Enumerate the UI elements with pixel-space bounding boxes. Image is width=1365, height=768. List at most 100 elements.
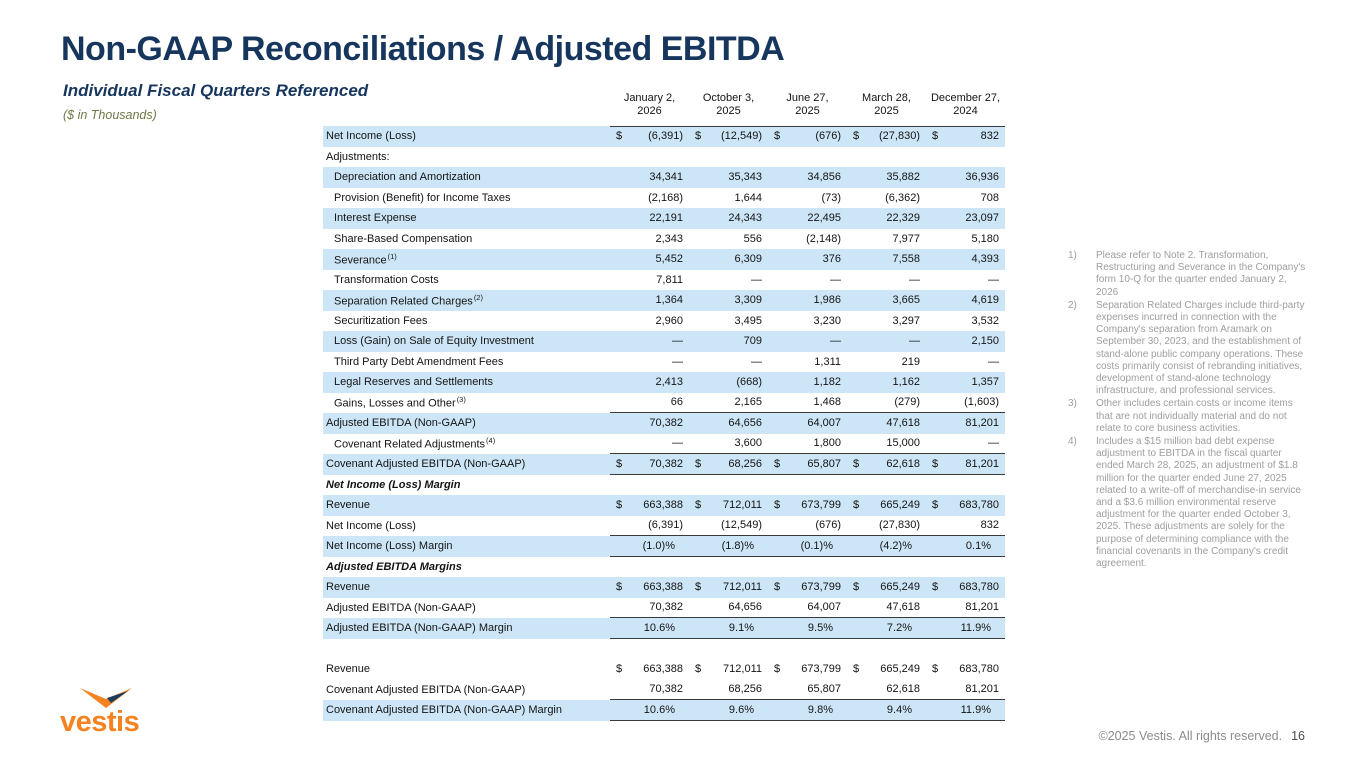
row-label: Net Income (Loss) Margin <box>326 540 453 553</box>
value-cell: 1,311 <box>814 355 841 368</box>
row-values <box>610 557 1005 578</box>
row-label: Adjusted EBITDA Margins <box>326 560 462 573</box>
value-cell: $ (6,391) <box>616 130 683 143</box>
value-cell: — <box>909 335 920 348</box>
value-cell: $663,388 <box>616 499 683 512</box>
table-header: January 2, 2026 October 3, 2025 June 27, 2025… <box>323 86 1005 127</box>
table-row: Interest Expense 22,191 24,343 22,495 22,329… <box>323 208 1005 229</box>
value-cell: 7,558 <box>892 253 920 266</box>
column-header: October 3, 2025 <box>702 91 755 117</box>
table-row: Share-Based Compensation 2,343 556 (2,148) 7… <box>323 229 1005 250</box>
value-cell: 708 <box>980 191 999 204</box>
value-cell: 4,619 <box>971 294 999 307</box>
dollar-sign: $ <box>932 457 939 470</box>
dollar-sign: $ <box>774 581 781 594</box>
value-cell: 1,800 <box>813 437 841 450</box>
value-cell <box>768 475 847 496</box>
value-cell: (12,549) <box>721 519 762 532</box>
value-cell: 81,201 <box>965 417 999 430</box>
footnote-number: 3) <box>1068 398 1077 410</box>
dollar-sign: $ <box>774 457 781 470</box>
table-body: Net Income (Loss) $ (6,391) $ (12,549) $ (676)… <box>323 126 1005 721</box>
row-values: 70,382 64,656 64,007 47,618 81,201 <box>610 598 1005 618</box>
footnote-number: 1) <box>1068 250 1077 261</box>
value-cell: — <box>830 335 841 348</box>
header-label-spacer <box>323 86 610 126</box>
row-values: 5,452 6,309 376 7,558 4,393 <box>610 249 1005 270</box>
vestis-logo: vestis <box>60 688 170 737</box>
table-row: Revenue $663,388 $712,011 $673,799 $665,249 $… <box>323 577 1005 598</box>
value-cell: 7,977 <box>892 232 920 245</box>
footnote: 4) Includes a $15 million bad debt expens… <box>1068 436 1308 570</box>
value-cell: $81,201 <box>932 457 999 470</box>
value-cell <box>926 475 1005 496</box>
value-cell: $712,011 <box>695 663 762 676</box>
value-cell: 22,495 <box>807 212 841 225</box>
row-label: Legal Reserves and Settlements <box>334 376 493 389</box>
value-cell: 70,382 <box>649 683 683 696</box>
value-cell: 9.4% <box>886 703 912 716</box>
table-row: Net Income (Loss) $ (6,391) $ (12,549) $ (676)… <box>323 126 1005 147</box>
table-row: Net Income (Loss) (6,391) (12,549) (676) (27… <box>323 516 1005 536</box>
value-cell: 22,191 <box>649 212 683 225</box>
value-cell: (279) <box>894 396 920 409</box>
column-header: January 2, 2026 <box>623 91 676 117</box>
value-cell: $70,382 <box>616 457 683 470</box>
value-cell: (6,391) <box>648 519 683 532</box>
value-cell: $663,388 <box>616 581 683 594</box>
value-cell: $65,807 <box>774 457 841 470</box>
row-values: — 709 — — 2,150 <box>610 331 1005 352</box>
value-cell: $683,780 <box>932 663 999 676</box>
value-cell: 1,644 <box>734 191 762 204</box>
value-cell: 24,343 <box>728 212 762 225</box>
table-row: Net Income (Loss) Margin (1.0)% (1.8)% (0.1… <box>323 536 1005 557</box>
value-cell: $ (12,549) <box>695 130 762 143</box>
row-values: (6,391) (12,549) (676) (27,830) 832 <box>610 516 1005 536</box>
table-row: Loss (Gain) on Sale of Equity Investment… <box>323 331 1005 352</box>
footer: ©2025 Vestis. All rights reserved. 16 <box>1098 729 1305 743</box>
table-row: Adjustments: <box>323 147 1005 168</box>
table-row: Legal Reserves and Settlements 2,413 (668)… <box>323 372 1005 393</box>
value-cell: 64,656 <box>728 601 762 614</box>
row-label: Depreciation and Amortization <box>334 171 481 184</box>
table-row: Covenant Adjusted EBITDA (Non-GAAP) $70,3… <box>323 454 1005 475</box>
row-values: 10.6% 9.6% 9.8% 9.4% 11.9% <box>610 700 1005 721</box>
row-label: Revenue <box>326 663 371 676</box>
row-values: 2,343 556 (2,148) 7,977 5,180 <box>610 229 1005 250</box>
row-label: Revenue <box>326 581 371 594</box>
dollar-sign: $ <box>853 663 860 676</box>
value-cell: 34,341 <box>649 171 683 184</box>
dollar-sign: $ <box>774 499 781 512</box>
value-cell: 10.6% <box>643 621 675 634</box>
table-row: Adjusted EBITDA Margins <box>323 557 1005 578</box>
value-cell: 3,495 <box>734 314 762 327</box>
table-row: Covenant Adjusted EBITDA (Non-GAAP) Marg… <box>323 700 1005 721</box>
value-cell: (2,168) <box>648 191 683 204</box>
row-label: Loss (Gain) on Sale of Equity Investment <box>334 335 534 348</box>
value-cell: 3,309 <box>734 294 762 307</box>
value-cell: (4.2)% <box>879 539 912 552</box>
value-cell: 81,201 <box>965 683 999 696</box>
row-label: Net Income (Loss) Margin <box>326 478 461 491</box>
value-cell: — <box>751 273 762 286</box>
table-row: Net Income (Loss) Margin <box>323 475 1005 496</box>
value-cell: 11.9% <box>960 621 991 634</box>
value-cell: 3,665 <box>892 294 920 307</box>
dollar-sign: $ <box>695 663 702 676</box>
dollar-sign: $ <box>616 499 623 512</box>
table-row: Securitization Fees 2,960 3,495 3,230 3,297 3… <box>323 311 1005 332</box>
value-cell: 62,618 <box>886 683 920 696</box>
value-cell: 35,882 <box>886 171 920 184</box>
value-cell: 5,452 <box>655 253 683 266</box>
value-cell: 2,165 <box>734 396 762 409</box>
row-values: $ (6,391) $ (12,549) $ (676) $ (27,830) $832 <box>610 126 1005 147</box>
value-cell: — <box>988 273 999 286</box>
dollar-sign: $ <box>932 499 939 512</box>
value-cell: 3,297 <box>892 314 920 327</box>
value-cell: — <box>909 273 920 286</box>
value-cell: $ (676) <box>774 130 841 143</box>
value-cell: (2,148) <box>806 232 841 245</box>
value-cell: — <box>672 437 683 450</box>
row-label: Interest Expense <box>334 212 417 225</box>
table-header-columns: January 2, 2026 October 3, 2025 June 27, 2025… <box>610 86 1005 127</box>
